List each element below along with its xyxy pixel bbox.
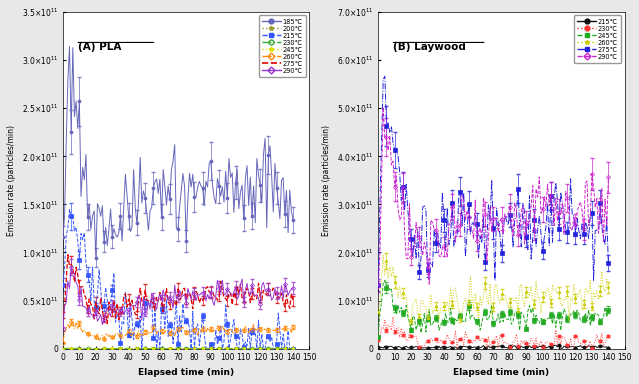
Y-axis label: Emission rate (particles/min): Emission rate (particles/min) [322,125,331,236]
Text: (B) Laywood: (B) Laywood [393,42,466,53]
X-axis label: Elapsed time (min): Elapsed time (min) [138,368,235,377]
Text: (A) PLA: (A) PLA [78,42,121,53]
Legend: 215℃, 230℃, 245℃, 260℃, 275℃, 290℃: 215℃, 230℃, 245℃, 260℃, 275℃, 290℃ [574,15,622,63]
Legend: 185℃, 200℃, 215℃, 230℃, 245℃, 260℃, 275℃, 290℃: 185℃, 200℃, 215℃, 230℃, 245℃, 260℃, 275℃… [259,15,306,77]
X-axis label: Elapsed time (min): Elapsed time (min) [454,368,550,377]
Y-axis label: Emission rate (particles/min): Emission rate (particles/min) [7,125,16,236]
